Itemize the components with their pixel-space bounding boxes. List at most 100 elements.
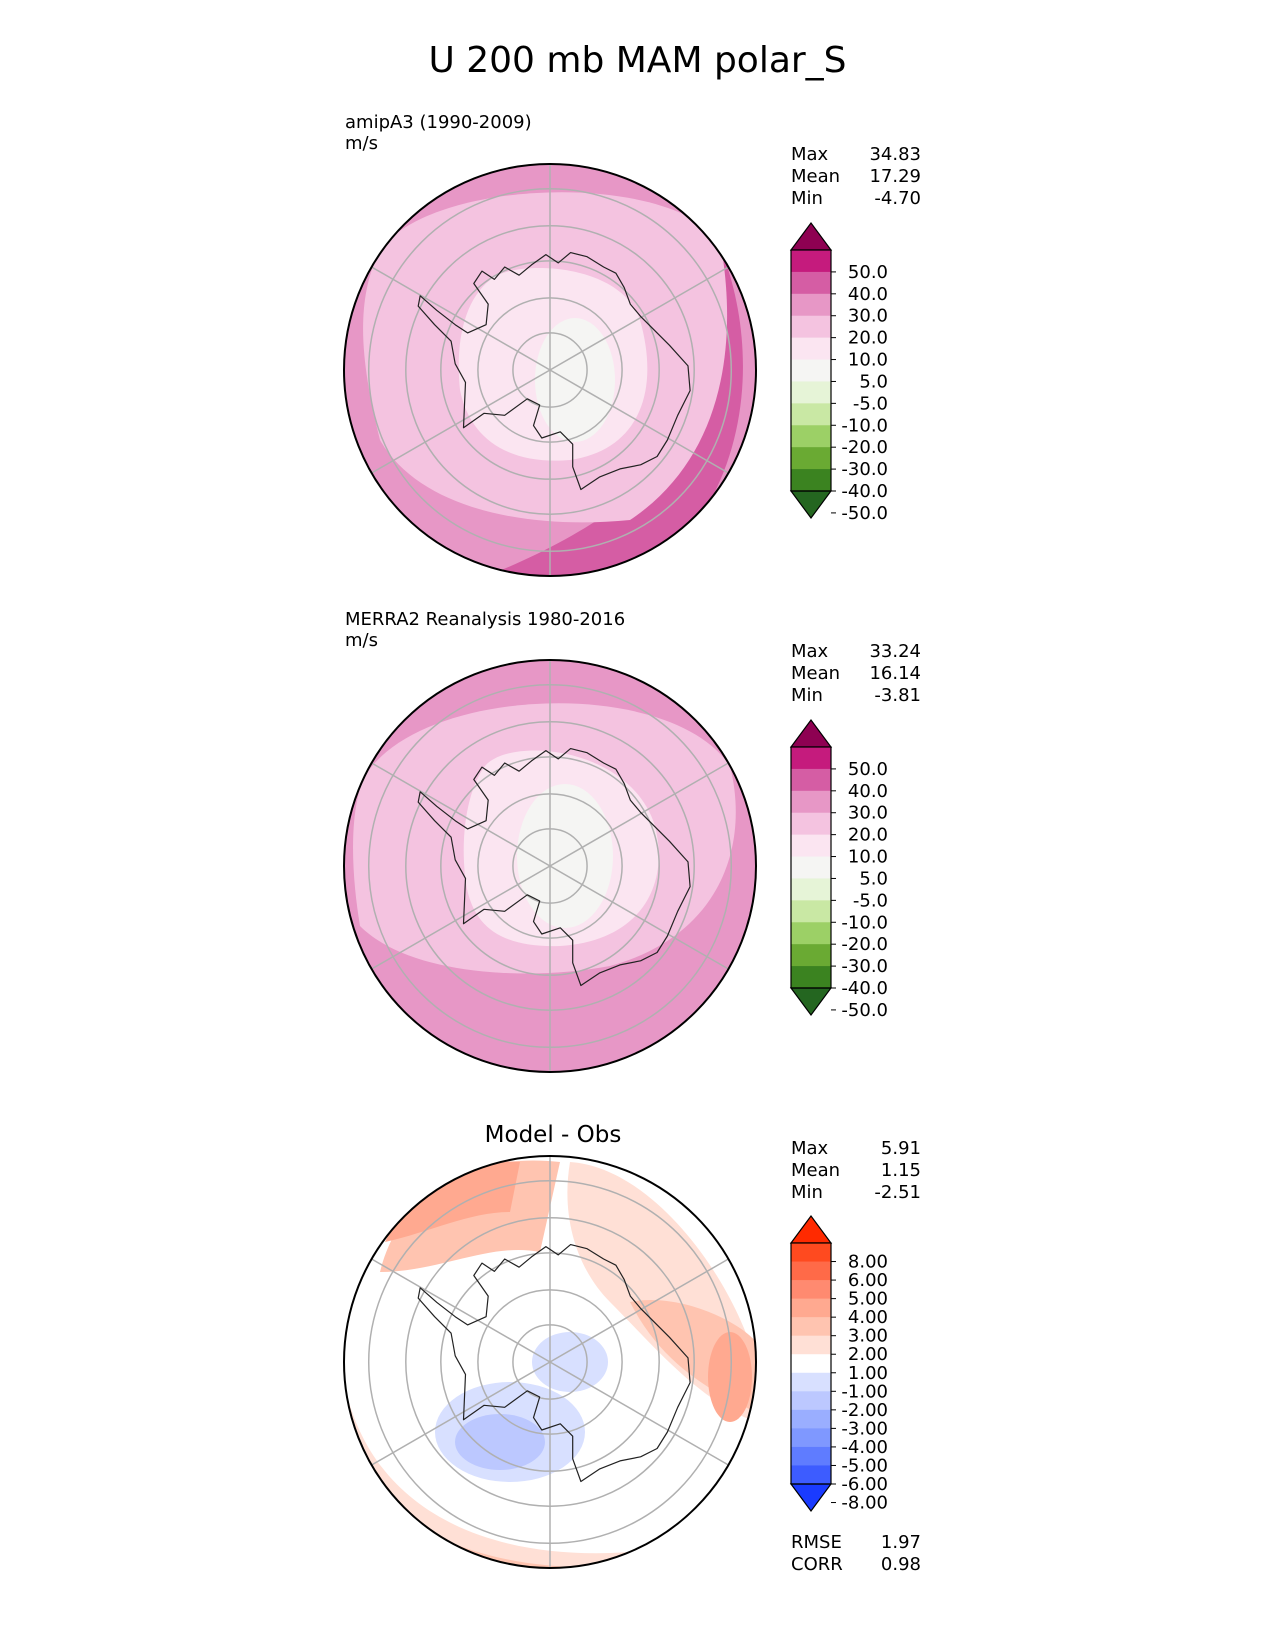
panel-3-stats: Max 5.91 Mean 1.15 Min -2.51: [791, 1138, 921, 1204]
colorbar-tick-label: 5.00: [848, 1289, 888, 1310]
colorbar-segment: [791, 447, 831, 470]
colorbar-segment: [791, 469, 831, 492]
polar-map: [344, 660, 756, 1072]
meridian-line: [517, 1361, 551, 1382]
colorbar-segment: [791, 944, 831, 967]
meridian-line: [581, 387, 729, 474]
antarctica-coastline: [417, 252, 691, 491]
colorbar-extend-min: [789, 1483, 833, 1513]
colorbar-tick-label: -10.0: [841, 415, 888, 436]
panel-3-title: Model - Obs: [484, 1122, 622, 1148]
meridian-line: [549, 369, 583, 390]
meridian-line: [371, 387, 519, 474]
colorbar-outline: [790, 1242, 832, 1485]
map-boundary: [343, 163, 757, 577]
colorbar-extend-min: [789, 490, 833, 520]
colorbar-tick-label: 2.00: [848, 1344, 888, 1365]
map-boundary: [343, 1155, 757, 1569]
colorbar-segment: [791, 271, 831, 295]
stat-max: 34.83: [869, 144, 921, 165]
panel-1-stats: Max 34.83 Mean 17.29 Min -4.70: [791, 144, 921, 210]
panel-2-label: MERRA2 Reanalysis 1980-2016: [345, 609, 626, 630]
colorbar-segment: [791, 1372, 831, 1392]
metric-label: RMSE: [791, 1532, 842, 1553]
colorbar-outline: [790, 746, 832, 989]
figure-title: U 200 mb MAM polar_S: [428, 40, 847, 81]
meridian-line: [371, 266, 519, 353]
colorbar-tick-label: -50.0: [841, 503, 888, 524]
panel-2-title: MERRA2 Reanalysis 1980-2016 m/s: [345, 609, 625, 651]
colorbar-tick-label: 10.0: [848, 847, 888, 868]
colorbar-tick-label: -50.0: [841, 1000, 888, 1021]
colorbar-tick-label: -30.0: [841, 956, 888, 977]
colorbar-outline: [790, 249, 832, 492]
colorbar-field-1: 50.040.030.020.010.05.0-5.0-10.0-20.0-30…: [789, 221, 888, 524]
stat-min: -4.70: [874, 188, 921, 209]
meridian-line: [549, 1361, 583, 1382]
colorbar-segment: [791, 1261, 831, 1281]
stat-mean: 16.14: [869, 663, 921, 684]
stat-label: Min: [791, 685, 823, 706]
colorbar-segment: [791, 812, 831, 836]
colorbar-tick-label: 5.0: [859, 868, 888, 889]
colorbar-segment: [791, 1243, 831, 1263]
antarctica-coastline: [417, 748, 691, 987]
meridian-line: [517, 1342, 551, 1363]
colorbar-segment: [791, 381, 831, 404]
stat-min: -3.81: [874, 685, 921, 706]
colorbar-tick-label: -40.0: [841, 481, 888, 502]
meridian-line: [581, 1258, 729, 1345]
field-5-10: [535, 318, 615, 442]
stat-label: Max: [791, 144, 829, 165]
meridian-line: [371, 1258, 519, 1345]
colorbar-segment: [791, 900, 831, 923]
colorbar-segment: [791, 747, 831, 770]
colorbar-extend-max: [789, 718, 833, 748]
colorbar-segment: [791, 1280, 831, 1300]
meridian-line: [517, 865, 551, 886]
colorbar-extend-max: [789, 1214, 833, 1244]
meridian-line: [371, 762, 519, 849]
panel-2-units: m/s: [345, 630, 378, 651]
colorbar-tick-label: 20.0: [848, 825, 888, 846]
panel-2-stats: Max 33.24 Mean 16.14 Min -3.81: [791, 641, 921, 707]
colorbar-tick-label: -4.00: [841, 1437, 888, 1458]
colorbar-tick-label: 40.0: [848, 284, 888, 305]
stat-label: Min: [791, 188, 823, 209]
stat-label: Mean: [791, 166, 841, 187]
stat-mean: 17.29: [869, 166, 921, 187]
colorbar-tick-label: -3.00: [841, 1418, 888, 1439]
colorbar-tick-label: 1.00: [848, 1363, 888, 1384]
colorbar-field-2: 50.040.030.020.010.05.0-5.0-10.0-20.0-30…: [789, 718, 888, 1021]
colorbar-segment: [791, 834, 831, 858]
meridian-line: [517, 846, 551, 867]
colorbar-segment: [791, 966, 831, 989]
colorbar-segment: [791, 1354, 831, 1374]
panel-1-title: amipA3 (1990-2009) m/s: [345, 112, 532, 154]
diff-3-4: [385, 1161, 520, 1242]
colorbar-tick-label: -5.0: [853, 393, 888, 414]
colorbar-tick-label: 8.00: [848, 1252, 888, 1273]
metric-rmse: 1.97: [880, 1532, 921, 1553]
metric-label: CORR: [791, 1554, 843, 1575]
stat-max: 33.24: [869, 641, 921, 662]
colorbar-segment: [791, 1446, 831, 1466]
meridian-line: [549, 350, 583, 371]
metric-corr: 0.98: [880, 1554, 921, 1575]
colorbar-segment: [791, 1317, 831, 1337]
colorbar-diff: 8.006.005.004.003.002.001.00-1.00-2.00-3…: [789, 1214, 888, 1514]
panel-3-metrics: RMSE 1.97 CORR 0.98: [791, 1532, 921, 1576]
colorbar-segment: [791, 250, 831, 273]
colorbar-tick-label: 10.0: [848, 350, 888, 371]
diff-neg-1-2: [532, 1332, 608, 1392]
antarctica-coastline: [417, 1244, 691, 1483]
colorbar-segment: [791, 768, 831, 792]
colorbar-tick-label: 30.0: [848, 306, 888, 327]
colorbar-segment: [791, 1409, 831, 1429]
stat-mean: 1.15: [880, 1160, 921, 1181]
colorbar-tick-label: -5.00: [841, 1455, 888, 1476]
colorbar-segment: [791, 1335, 831, 1355]
meridian-line: [581, 762, 729, 849]
stat-label: Min: [791, 1182, 823, 1203]
colorbar-tick-label: -20.0: [841, 934, 888, 955]
